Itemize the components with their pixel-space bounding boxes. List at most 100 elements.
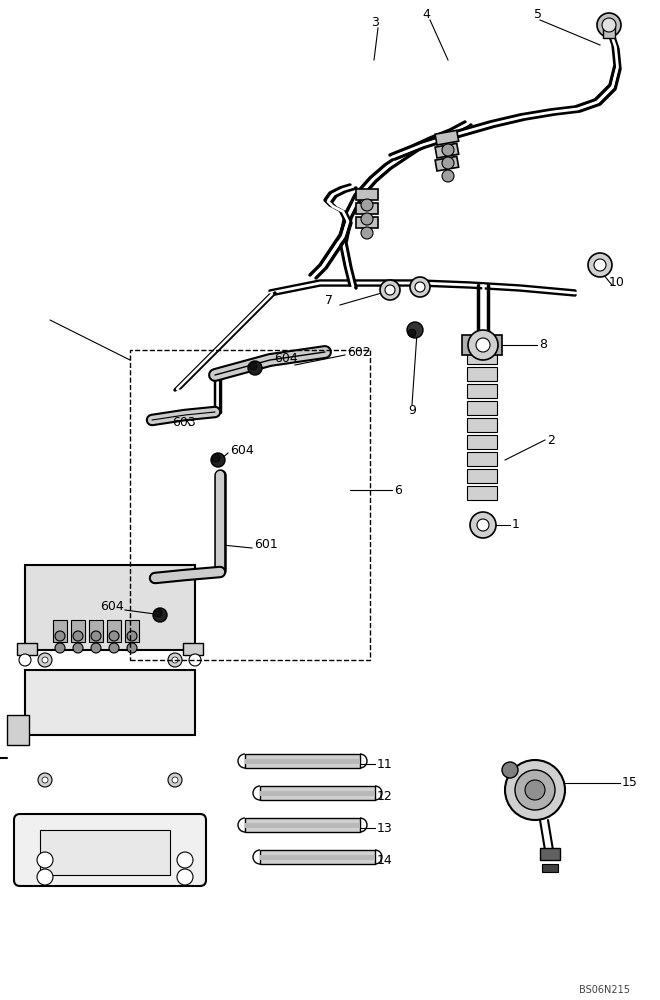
Bar: [89, 620, 103, 642]
Circle shape: [55, 643, 65, 653]
Circle shape: [468, 330, 498, 360]
Bar: [25, 565, 195, 650]
Bar: [53, 620, 67, 642]
Bar: [245, 818, 360, 832]
Text: 10: 10: [609, 275, 625, 288]
Text: 14: 14: [377, 854, 393, 866]
Bar: [467, 469, 497, 483]
Circle shape: [168, 773, 182, 787]
Text: 15: 15: [622, 776, 638, 790]
Bar: [467, 401, 497, 415]
Bar: [467, 350, 497, 364]
Circle shape: [361, 213, 373, 225]
Bar: [467, 435, 497, 449]
Bar: [603, 26, 615, 38]
Circle shape: [154, 609, 162, 617]
Bar: [130, 350, 370, 660]
Text: 6: 6: [394, 484, 402, 496]
Circle shape: [515, 770, 555, 810]
Bar: [542, 864, 558, 872]
Text: 601: 601: [254, 538, 278, 552]
Circle shape: [73, 631, 83, 641]
Circle shape: [91, 643, 101, 653]
Circle shape: [361, 227, 373, 239]
Bar: [467, 418, 497, 432]
Circle shape: [212, 454, 220, 462]
Circle shape: [380, 280, 400, 300]
Circle shape: [109, 643, 119, 653]
Bar: [71, 620, 85, 642]
Circle shape: [442, 144, 454, 156]
Bar: [40, 830, 170, 875]
Bar: [107, 620, 121, 642]
Text: 7: 7: [325, 294, 333, 306]
Circle shape: [211, 453, 225, 467]
Bar: [260, 850, 375, 864]
Text: 604: 604: [100, 600, 124, 613]
Text: 9: 9: [408, 403, 416, 416]
Bar: [25, 670, 195, 735]
Circle shape: [91, 631, 101, 641]
Bar: [435, 130, 459, 145]
Circle shape: [249, 362, 257, 370]
Circle shape: [42, 777, 48, 783]
Bar: [467, 486, 497, 500]
Bar: [462, 335, 502, 355]
Circle shape: [502, 762, 518, 778]
Circle shape: [177, 869, 193, 885]
Circle shape: [19, 654, 31, 666]
Bar: [17, 643, 37, 655]
Circle shape: [37, 869, 53, 885]
Circle shape: [55, 631, 65, 641]
Text: BS06N215: BS06N215: [579, 985, 630, 995]
Circle shape: [442, 157, 454, 169]
Circle shape: [442, 170, 454, 182]
Text: 11: 11: [377, 758, 393, 770]
Bar: [125, 620, 139, 642]
Circle shape: [588, 253, 612, 277]
Text: 5: 5: [534, 8, 542, 21]
Circle shape: [410, 277, 430, 297]
Bar: [245, 823, 360, 828]
Circle shape: [597, 13, 621, 37]
Bar: [467, 384, 497, 398]
Circle shape: [594, 259, 606, 271]
Bar: [260, 791, 375, 796]
Bar: [467, 452, 497, 466]
Circle shape: [248, 361, 262, 375]
Circle shape: [415, 282, 425, 292]
Circle shape: [127, 631, 137, 641]
Text: 1: 1: [512, 518, 520, 532]
Circle shape: [42, 657, 48, 663]
Bar: [435, 143, 459, 158]
Circle shape: [38, 653, 52, 667]
Bar: [467, 367, 497, 381]
Circle shape: [361, 199, 373, 211]
Text: 4: 4: [422, 8, 430, 21]
Text: 8: 8: [539, 338, 547, 352]
Bar: [260, 786, 375, 800]
Circle shape: [37, 852, 53, 868]
Circle shape: [153, 608, 167, 622]
Text: 3: 3: [371, 15, 379, 28]
Circle shape: [189, 654, 201, 666]
Text: 602: 602: [347, 346, 371, 359]
Bar: [540, 848, 560, 860]
Bar: [356, 217, 378, 228]
Bar: [245, 754, 360, 768]
Text: 604: 604: [274, 352, 298, 364]
FancyBboxPatch shape: [14, 814, 206, 886]
Circle shape: [168, 653, 182, 667]
Circle shape: [172, 657, 178, 663]
Bar: [183, 643, 203, 655]
Text: 2: 2: [547, 434, 555, 446]
Bar: [260, 855, 375, 860]
Circle shape: [38, 773, 52, 787]
Circle shape: [73, 643, 83, 653]
Circle shape: [505, 760, 565, 820]
Circle shape: [602, 18, 616, 32]
Bar: [435, 156, 459, 171]
Text: 12: 12: [377, 790, 393, 802]
Text: 604: 604: [230, 444, 253, 456]
Circle shape: [476, 338, 490, 352]
